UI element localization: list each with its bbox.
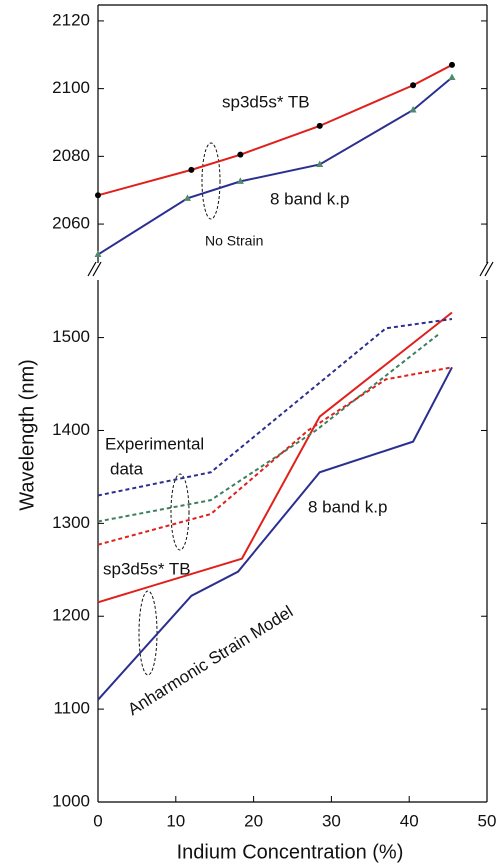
y-tick-label: 1400	[52, 420, 90, 439]
x-tick-label: 40	[400, 811, 419, 830]
marker	[316, 160, 324, 167]
y-tick-label: 1000	[52, 791, 90, 810]
y-axis-label: Wavelength (nm)	[16, 359, 38, 511]
line	[97, 64, 453, 197]
y-tick-label: 1100	[53, 699, 90, 718]
x-tick-label: 50	[478, 811, 497, 830]
y-tick-label: 2100	[52, 78, 90, 97]
annotation: No Strain	[205, 233, 263, 249]
y-tick-label: 1500	[52, 327, 90, 346]
highlight-ellipses	[138, 142, 221, 676]
marker	[183, 194, 191, 201]
y-tick-label: 2060	[52, 214, 90, 233]
marker	[410, 82, 417, 89]
annotation: 8 band k.p	[270, 189, 349, 208]
y-tick-label: 1200	[52, 606, 90, 625]
marker	[95, 192, 101, 199]
annotation: sp3d5s* TB	[103, 559, 191, 578]
marker	[448, 73, 456, 80]
annotation: Anharmonic Strain Model	[124, 602, 296, 719]
x-tick-label: 20	[244, 811, 263, 830]
marker	[448, 61, 455, 68]
frame	[87, 4, 494, 803]
x-axis-label: Indium Concentration (%)	[177, 841, 404, 863]
annotation: data	[110, 459, 144, 478]
x-tick-label: 30	[322, 811, 341, 830]
line	[97, 366, 453, 701]
line	[97, 366, 453, 546]
marker	[316, 122, 323, 129]
annotation: 8 band k.p	[308, 497, 387, 516]
annotation: Experimental	[105, 434, 204, 453]
marker	[94, 250, 102, 258]
y-tick-label: 2080	[52, 146, 90, 165]
marker	[237, 151, 244, 158]
line	[97, 311, 453, 604]
x-tick-label: 10	[166, 811, 185, 830]
line	[97, 318, 453, 497]
marker	[409, 105, 417, 113]
line	[97, 76, 453, 256]
annotation: sp3d5s* TB	[222, 92, 310, 111]
line	[97, 332, 441, 523]
y-tick-label: 1300	[52, 513, 90, 532]
marker	[236, 177, 244, 184]
x-tick-label: 0	[93, 811, 102, 830]
marker	[188, 166, 195, 173]
y-tick-label: 2120	[52, 10, 90, 29]
